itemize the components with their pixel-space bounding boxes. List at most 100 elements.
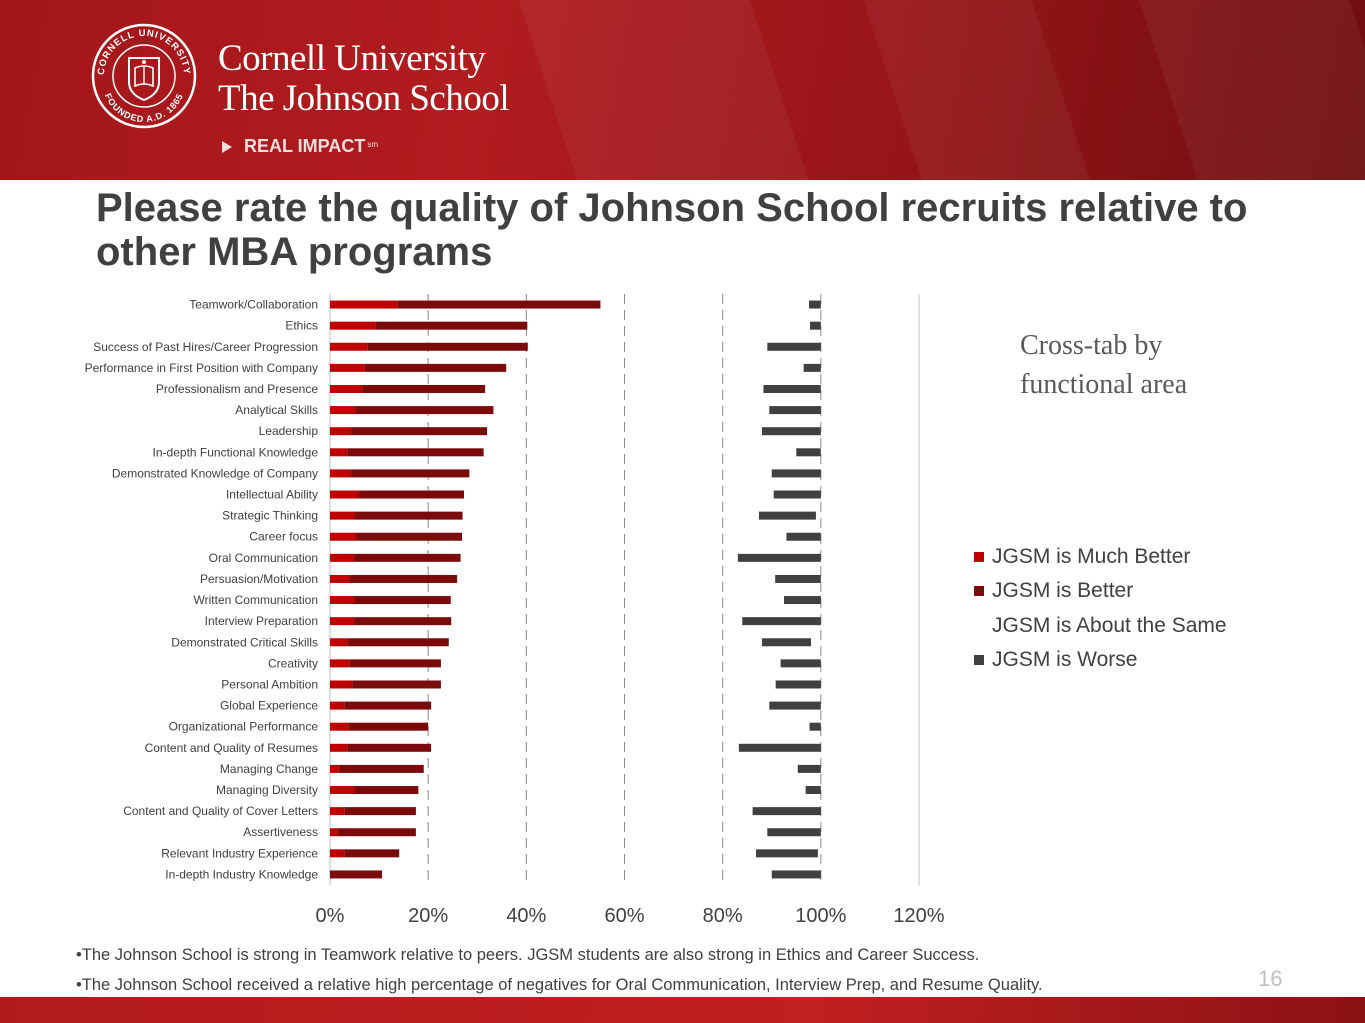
legend-swatch (974, 586, 984, 597)
bar-segment (330, 743, 348, 752)
bar-segment (330, 849, 345, 858)
bar-segment (349, 574, 458, 583)
school-name: The Johnson School (218, 78, 510, 119)
category-label: Managing Change (220, 762, 318, 776)
bar-segment (356, 532, 463, 541)
bar-segment (337, 828, 416, 837)
bar-segment (330, 553, 355, 562)
legend-label: JGSM is Much Better (992, 545, 1191, 569)
grid-layer (329, 294, 920, 885)
bar-segment (771, 469, 821, 478)
x-tick-label: 120% (893, 905, 944, 927)
legend-label: JGSM is About the Same (992, 613, 1227, 637)
category-label: Professionalism and Presence (156, 382, 318, 396)
bar-segment (330, 596, 355, 605)
bar-segment (330, 490, 359, 499)
bar-segment (809, 300, 821, 309)
category-label: Analytical Skills (235, 403, 318, 417)
bullet-point: •The Johnson School is strong in Teamwor… (76, 946, 980, 964)
bar-segment (330, 828, 338, 837)
x-tick-label: 80% (703, 905, 743, 927)
category-label: Strategic Thinking (222, 509, 318, 523)
category-label: Success of Past Hires/Career Progression (93, 340, 318, 354)
bar-segment (347, 743, 432, 752)
bar-segment (330, 427, 352, 436)
bullet-point: •The Johnson School received a relative … (76, 976, 1043, 994)
bar-segment (355, 406, 494, 415)
bar-segment (773, 490, 821, 499)
category-label: Organizational Performance (169, 720, 319, 734)
bar-segment (347, 448, 484, 457)
bar-segment (796, 448, 821, 457)
bar-segment (330, 406, 356, 415)
bar-segment (354, 553, 461, 562)
bar-segment (330, 342, 368, 351)
play-triangle-icon (222, 140, 232, 153)
bar-segment (767, 828, 821, 837)
legend-item: JGSM is Worse (974, 643, 1227, 677)
bar-segment (330, 532, 357, 541)
category-label: Leadership (259, 424, 319, 438)
bar-segment (354, 511, 463, 520)
x-tick-label: 100% (795, 905, 846, 927)
bar-segment (784, 596, 821, 605)
bar-segment (775, 680, 821, 689)
bar-segment (761, 427, 821, 436)
category-label: Demonstrated Critical Skills (171, 635, 318, 649)
bar-segment (330, 574, 350, 583)
bar-segment (738, 743, 821, 752)
bar-segment (330, 807, 345, 816)
bar-segment (769, 406, 821, 415)
bar-segment (330, 363, 365, 372)
category-label: Managing Diversity (216, 783, 318, 797)
category-label: Assertiveness (243, 825, 318, 839)
crosstab-note: Cross-tab by functional area (1020, 330, 1188, 400)
bar-segment (809, 722, 821, 731)
legend-item: JGSM is Better (974, 574, 1227, 608)
bar-segment (742, 617, 821, 626)
category-label: Demonstrated Knowledge of Company (112, 466, 318, 480)
footer-bar (0, 997, 1365, 1023)
bar-segment (397, 300, 601, 309)
tagline: REAL IMPACT sm (222, 136, 378, 157)
bar-segment (351, 469, 470, 478)
bar-segment (330, 786, 355, 795)
legend-label: JGSM is Worse (992, 648, 1138, 672)
bar-segment (769, 701, 821, 710)
x-tick-label: 40% (506, 905, 546, 927)
bar-segment (351, 427, 488, 436)
bars-layer (330, 300, 821, 879)
category-label: Career focus (249, 530, 318, 544)
category-labels: Teamwork/Collaboration Ethics Success of P… (85, 298, 319, 882)
bar-segment (797, 764, 821, 773)
category-label: Content and Quality of Resumes (145, 741, 318, 755)
bar-segment (330, 638, 348, 647)
category-label: Creativity (268, 656, 318, 670)
page-number: 16 (1258, 966, 1283, 991)
bar-segment (330, 300, 398, 309)
tagline-text: REAL IMPACT (244, 136, 366, 156)
category-label: In-depth Functional Knowledge (153, 445, 319, 459)
category-label: Content and Quality of Cover Letters (123, 804, 318, 818)
legend-label: JGSM is Better (992, 579, 1134, 603)
category-label: Written Communication (194, 593, 319, 607)
bar-segment (758, 511, 816, 520)
bar-segment (330, 448, 348, 457)
category-label: Relevant Industry Experience (161, 846, 318, 860)
x-tick-label: 0% (316, 905, 345, 927)
bar-segment (330, 870, 383, 879)
bar-segment (344, 807, 416, 816)
slide-title: Please rate the quality of Johnson Schoo… (96, 186, 1248, 274)
category-label: Interview Preparation (205, 614, 318, 628)
legend-swatch (974, 552, 984, 563)
cornell-seal-logo: CORNELL UNIVERSITY FOUNDED A.D. 1865 (91, 23, 197, 129)
bar-segment (344, 701, 432, 710)
bar-segment (375, 321, 528, 330)
bar-segment (352, 680, 441, 689)
bar-segment (780, 659, 821, 668)
bar-segment (803, 363, 821, 372)
bar-segment (338, 764, 424, 773)
bar-segment (810, 321, 821, 330)
bar-segment (775, 574, 821, 583)
